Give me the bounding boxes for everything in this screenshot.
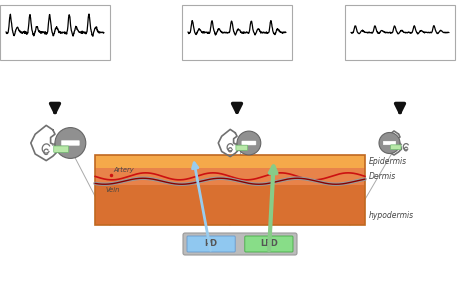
FancyBboxPatch shape — [62, 140, 79, 146]
Bar — [95, 167, 365, 185]
Circle shape — [55, 128, 86, 158]
Text: PD: PD — [205, 239, 218, 248]
FancyBboxPatch shape — [242, 141, 256, 145]
Circle shape — [379, 133, 400, 153]
Bar — [345, 5, 455, 60]
FancyBboxPatch shape — [391, 145, 401, 149]
FancyBboxPatch shape — [236, 145, 247, 150]
Bar — [95, 155, 365, 225]
FancyBboxPatch shape — [383, 141, 396, 145]
Circle shape — [237, 131, 261, 155]
Text: LED: LED — [260, 239, 278, 248]
Bar — [0, 5, 110, 60]
Text: Vein: Vein — [105, 187, 119, 193]
FancyBboxPatch shape — [187, 236, 235, 252]
Text: Epidermis: Epidermis — [369, 157, 407, 166]
Text: hypodermis: hypodermis — [369, 210, 414, 219]
Bar — [95, 185, 365, 225]
Bar — [95, 155, 365, 167]
FancyBboxPatch shape — [183, 233, 297, 255]
FancyBboxPatch shape — [245, 236, 293, 252]
Text: Dermis: Dermis — [369, 172, 396, 181]
Text: Artery: Artery — [113, 167, 134, 173]
FancyBboxPatch shape — [54, 146, 69, 152]
Bar — [182, 5, 292, 60]
